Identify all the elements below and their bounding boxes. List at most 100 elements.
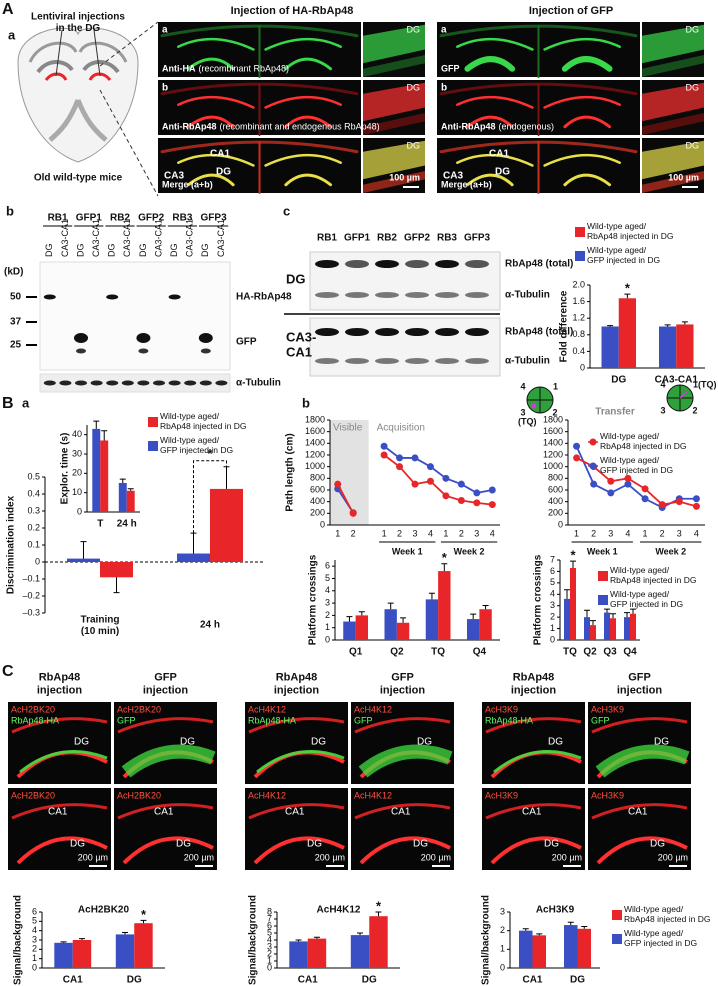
blot [39,261,231,371]
panel-label: A [2,1,14,18]
text-line: RbAp48 injected in DG [587,231,673,241]
y-tick-label: 1600 [305,426,325,436]
y-tick-label: –0.3 [22,607,40,617]
text-line: GFP injected in DG [587,255,660,265]
marker-layer [493,750,582,774]
visible-phase [330,420,369,525]
point [641,495,649,503]
bar [532,935,546,968]
stain-label: AcH3K9 [485,704,518,714]
region-label: DG [417,737,432,748]
stain-label: Merge (a+b) [162,179,213,189]
band [106,380,119,386]
scale-label: 200 µm [421,852,451,862]
y-tick-label: 1 [32,953,37,963]
sub-label: c [283,203,290,218]
point [411,480,419,488]
lane-label: RB1 [317,233,337,244]
text-line: Wild-type aged/ [587,221,647,231]
column-title: RbAp48 injection [37,672,83,697]
x-tick-label: CA1 [298,975,318,986]
ca-layer [177,37,255,51]
point [473,499,481,507]
bar [210,488,243,562]
mice-label: Old wild-type mice [34,173,123,184]
y-axis-label: Discrimination index [6,495,17,594]
scale-label: 100 µm [389,172,420,182]
legend-swatch [148,441,158,451]
legend-label: Wild-type aged/GFP injected in DG [160,435,233,455]
bar [343,621,356,640]
bar [126,490,135,512]
legend-label: Wild-type aged/RbAp48 injected in DG [610,565,696,585]
y-tick-label: 0.8 [572,329,585,339]
point [396,463,404,471]
dg-layer [284,57,333,71]
bar [54,942,73,968]
sublane-label: CA3-CA1 [122,219,132,257]
band [435,292,459,298]
y-tick-label: 10 [72,487,82,497]
y-tick-label: 5 [325,573,330,583]
legend-swatch [589,462,597,470]
region-label: DG [307,839,322,850]
injection-needle [55,29,101,77]
band [435,260,459,268]
stain-label: GFP [441,63,460,73]
y-tick-label: 6 [325,561,330,571]
sub-label: a [22,395,30,410]
y-tick-label: 1.6 [572,296,585,306]
legend-swatch [612,934,622,944]
inset-band [363,113,425,135]
text-line: in the DG [56,22,101,33]
y-tick-label: 800 [548,473,563,483]
band [106,294,119,300]
legend-label: Wild-type aged/GFP injected in DG [610,589,683,609]
y-tick-label: 1600 [543,426,563,436]
dg-layer [465,115,514,129]
y-tick-label: 2 [550,612,555,622]
y-tick-label: 0.4 [572,346,585,356]
annotation: * [141,907,147,922]
y-tick-label: 1400 [305,438,325,448]
x-tick-label: Q3 [603,647,617,658]
inset-band [363,171,425,193]
week-label: Week 2 [655,546,686,556]
point [590,480,598,488]
ca-layer [456,37,534,51]
ca-layer [591,803,688,820]
error-bar [441,563,448,572]
ca-layer [264,95,342,109]
region-label: CA1 [154,807,174,818]
bar [72,940,92,968]
region-label: DG [413,839,428,850]
bar [369,916,388,968]
lane-label: RB2 [110,213,130,224]
chart-title: AcH3K9 [536,905,575,916]
x-tick-label: 2 [591,528,596,538]
region-label: DG [686,140,700,150]
y-tick-label: 1 [550,623,555,633]
y-tick-label: 0 [500,962,505,972]
band [405,260,429,268]
text-line: RbAp48 injected in DG [624,914,710,924]
dg-layer [561,56,613,72]
sublane-label: DG [44,244,54,258]
ca-layer [264,37,342,51]
y-tick-label: 1000 [305,461,325,471]
sub-label: b [6,203,14,218]
point [624,474,632,482]
x-tick-label: 2 [397,528,402,538]
band-label: RbAp48 (total) [505,327,573,338]
ca-layer [117,803,214,820]
marker-label: GFP [591,715,610,725]
lane-label: GFP2 [404,233,431,244]
band [184,380,197,386]
bar [438,571,451,640]
band [215,380,228,386]
blot [309,317,501,377]
marker-label: 37 [10,317,22,328]
region-label: DG [407,82,421,92]
error-bar [101,430,108,441]
y-axis-label: Platform crossings [308,554,319,645]
